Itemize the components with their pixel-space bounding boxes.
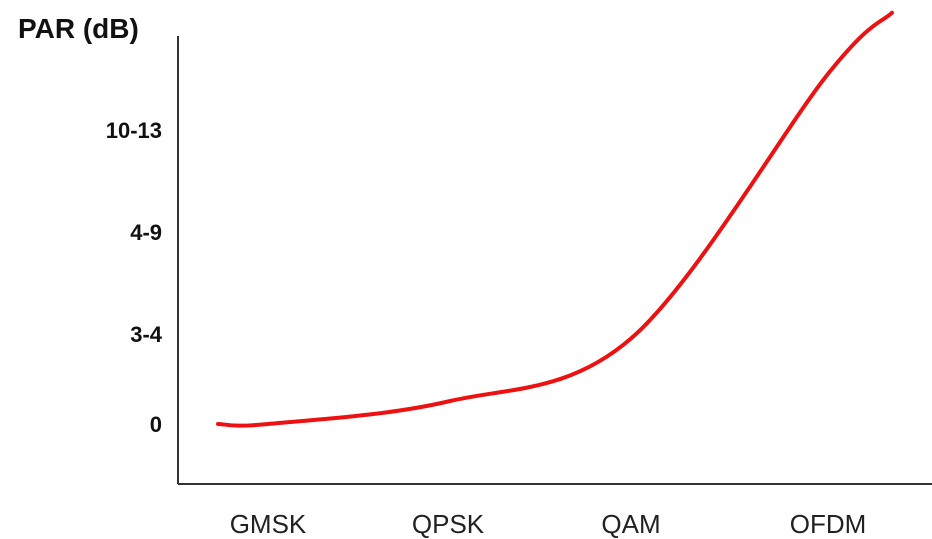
y-tick-label: 0	[150, 412, 162, 437]
y-tick-label: 4-9	[130, 220, 162, 245]
y-tick-label: 10-13	[106, 118, 162, 143]
x-tick-label: QPSK	[412, 509, 485, 539]
y-tick-labels: 0 3-4 4-9 10-13	[106, 118, 163, 437]
y-axis-label: PAR (dB)	[18, 13, 139, 44]
x-tick-label: GMSK	[230, 509, 307, 539]
y-tick-label: 3-4	[130, 322, 163, 347]
x-tick-label: OFDM	[790, 509, 867, 539]
x-tick-label: QAM	[601, 509, 660, 539]
series-line	[216, 10, 894, 428]
x-tick-labels: GMSK QPSK QAM OFDM	[230, 509, 867, 539]
